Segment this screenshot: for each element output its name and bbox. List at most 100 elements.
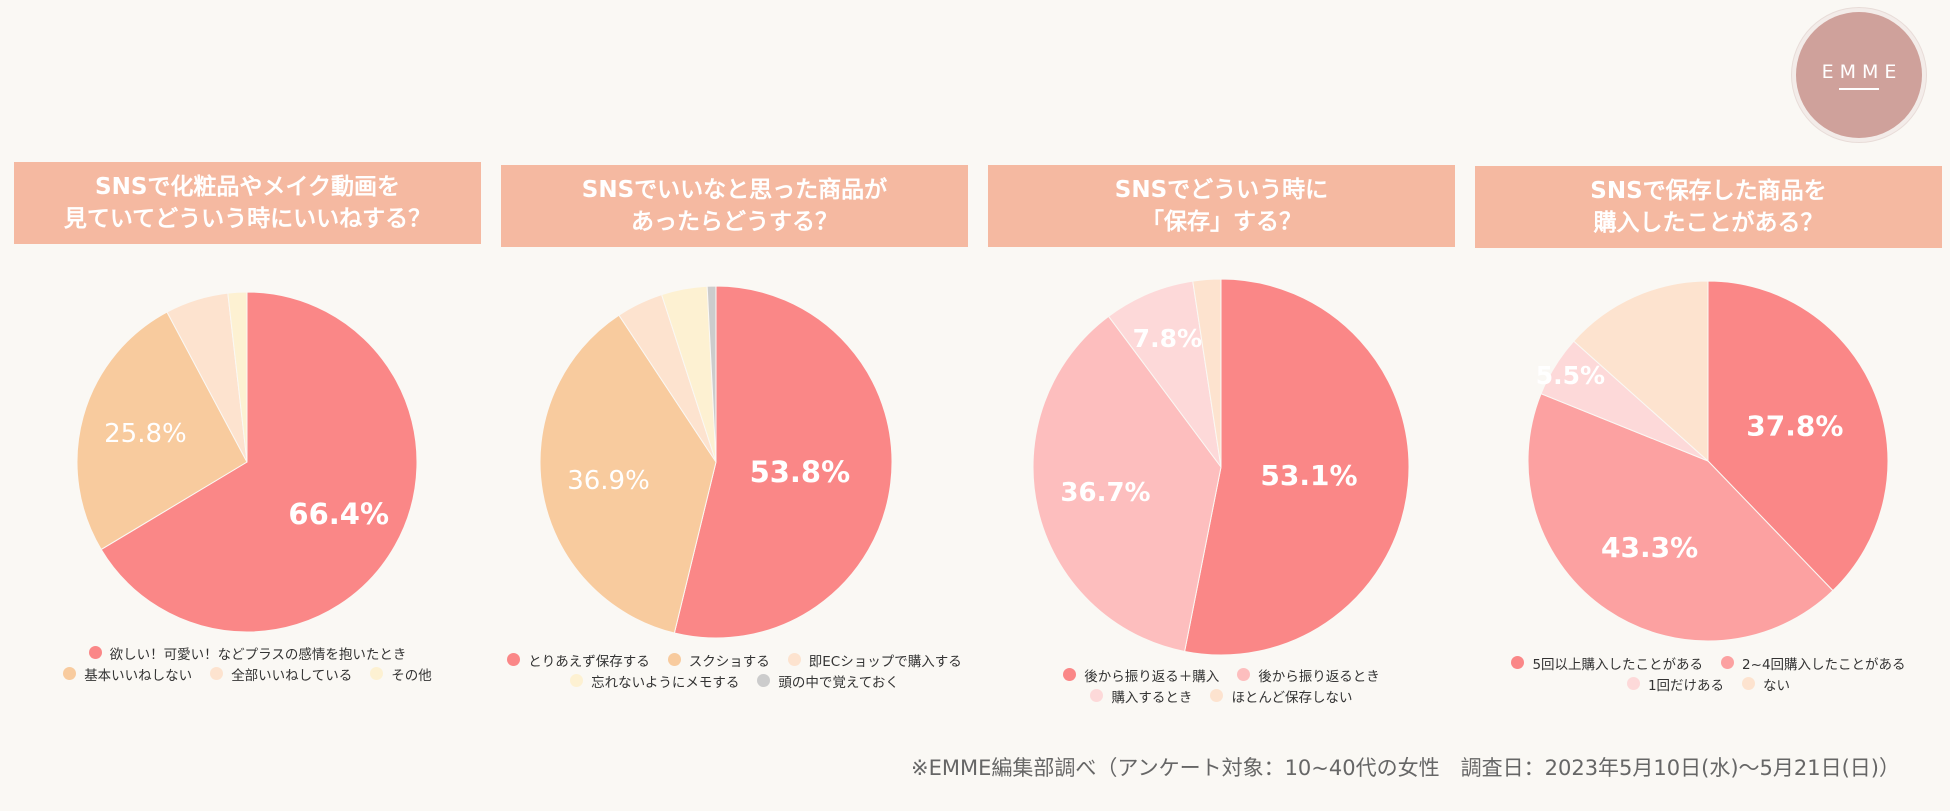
data-label: 25.8% xyxy=(104,419,187,449)
legend-label: 基本いいねしない xyxy=(84,667,193,684)
legend-swatch xyxy=(570,674,584,687)
chart-title: SNSで化粧品やメイク動画を 見ていてどういう時にいいねする？ xyxy=(63,174,432,232)
legend-label: 購入するとき xyxy=(1111,689,1193,706)
legend-item: 欲しい！可愛い！などプラスの感情を抱いたとき xyxy=(88,643,407,663)
emme-logo: EMME xyxy=(1796,12,1922,138)
pie-slice xyxy=(1192,278,1222,468)
legend-item: 購入するとき xyxy=(1090,686,1192,706)
legend-item: ほとんど保存しない xyxy=(1210,686,1353,706)
chart-title-box: SNSでどういう時に 「保存」する？ xyxy=(988,165,1455,247)
pie-slice xyxy=(539,314,717,634)
legend-swatch xyxy=(787,653,801,666)
legend-item: 基本いいねしない xyxy=(63,664,192,684)
legend-swatch xyxy=(370,667,384,680)
legend-row: とりあえず保存する スクショする 即ECショップで購入する xyxy=(501,649,968,670)
legend-label: ほとんど保存しない xyxy=(1231,689,1353,706)
pie-slice xyxy=(1527,393,1834,642)
pie-chart-save: 53.1% 36.7% 7.8% xyxy=(1032,278,1410,656)
pie-slice xyxy=(706,285,717,463)
legend-row: 購入するとき ほとんど保存しない xyxy=(988,685,1455,706)
pie-slice xyxy=(100,291,418,633)
legend-item: 全部いいねしている xyxy=(210,664,352,684)
chart-legend: とりあえず保存する スクショする 即ECショップで購入する忘れないようにメモする 頭の… xyxy=(501,649,968,691)
pie-slice xyxy=(227,291,248,463)
legend-swatch xyxy=(667,653,681,666)
chart-title-box: SNSで化粧品やメイク動画を 見ていてどういう時にいいねする？ xyxy=(14,162,481,244)
legend-item: ない xyxy=(1742,674,1790,694)
legend-label: 忘れないようにメモする xyxy=(591,674,740,691)
legend-item: スクショする xyxy=(667,650,770,670)
legend-label: 欲しい！可愛い！などプラスの感情を抱いたとき xyxy=(109,646,407,663)
legend-label: その他 xyxy=(391,667,432,684)
data-label: 7.8% xyxy=(1133,324,1202,353)
legend-label: 2~4回購入したことがある xyxy=(1742,656,1906,673)
chart-panel-purchase: SNSで保存した商品を 購入したことがある？ 37.8% 43.3% 5.5% 5回… xyxy=(1475,0,1942,811)
data-label: 53.8% xyxy=(750,455,851,489)
legend-swatch xyxy=(1626,677,1640,690)
chart-legend: 欲しい！可愛い！などプラスの感情を抱いたとき基本いいねしない 全部いいねしている そ… xyxy=(14,642,481,684)
survey-footnote: ※EMME編集部調べ（アンケート対象：10~40代の女性 調査日：2023年5月… xyxy=(911,756,1900,780)
legend-row: 後から振り返る＋購入 後から振り返るとき xyxy=(988,664,1455,685)
legend-swatch xyxy=(1090,689,1104,702)
pie-slice xyxy=(1032,315,1222,653)
chart-legend: 後から振り返る＋購入 後から振り返るとき購入するとき ほとんど保存しない xyxy=(988,664,1455,706)
legend-label: 1回だけある xyxy=(1647,677,1725,694)
legend-row: 忘れないようにメモする 頭の中で覚えておく xyxy=(501,670,968,691)
legend-swatch xyxy=(1237,668,1251,681)
logo-text: EMME xyxy=(1821,60,1903,83)
legend-swatch xyxy=(757,674,771,687)
legend-item: とりあえず保存する xyxy=(507,650,650,670)
legend-item: 後から振り返る＋購入 xyxy=(1063,665,1219,685)
legend-item: その他 xyxy=(370,664,432,684)
data-label: 66.4% xyxy=(288,497,389,531)
legend-item: 即ECショップで購入する xyxy=(787,650,962,670)
pie-slice xyxy=(1184,278,1410,656)
legend-item: 5回以上購入したことがある xyxy=(1511,653,1703,673)
chart-title: SNSでいいなと思った商品が あったらどうする？ xyxy=(581,177,888,235)
legend-label: 後から振り返る＋購入 xyxy=(1084,668,1220,685)
legend-label: スクショする xyxy=(688,653,770,670)
legend-swatch xyxy=(1063,668,1077,681)
legend-label: 頭の中で覚えておく xyxy=(778,674,899,691)
legend-row: 1回だけある ない xyxy=(1475,673,1942,694)
data-label: 37.8% xyxy=(1746,409,1843,442)
legend-item: 1回だけある xyxy=(1626,674,1725,694)
legend-label: ない xyxy=(1763,677,1791,694)
legend-item: 忘れないようにメモする xyxy=(570,671,739,691)
legend-label: 全部いいねしている xyxy=(231,667,353,684)
pie-slice xyxy=(76,311,248,551)
chart-panel-action: SNSでいいなと思った商品が あったらどうする？ 53.8% 36.9% とりあえ… xyxy=(501,0,968,811)
legend-row: 欲しい！可愛い！などプラスの感情を抱いたとき xyxy=(14,642,481,663)
legend-swatch xyxy=(210,667,224,680)
chart-title-box: SNSで保存した商品を 購入したことがある？ xyxy=(1475,166,1942,248)
pie-slice xyxy=(673,285,893,639)
data-label: 36.7% xyxy=(1060,478,1150,508)
chart-panel-save: SNSでどういう時に 「保存」する？ 53.1% 36.7% 7.8% 後から振り返… xyxy=(988,0,1455,811)
pie-slice xyxy=(1707,280,1889,592)
pie-slice xyxy=(1573,280,1709,463)
chart-title-box: SNSでいいなと思った商品が あったらどうする？ xyxy=(501,165,968,247)
legend-item: 後から振り返るとき xyxy=(1237,665,1380,685)
data-label: 5.5% xyxy=(1536,361,1605,390)
chart-panel-like: SNSで化粧品やメイク動画を 見ていてどういう時にいいねする？ 66.4% 25.… xyxy=(14,0,481,811)
legend-swatch xyxy=(63,667,77,680)
legend-item: 頭の中で覚えておく xyxy=(757,671,899,691)
legend-label: 5回以上購入したことがある xyxy=(1532,656,1704,673)
legend-label: 後から振り返るとき xyxy=(1258,668,1380,685)
pie-slice xyxy=(1107,280,1222,468)
legend-swatch xyxy=(1210,689,1224,702)
legend-swatch xyxy=(507,653,521,666)
legend-row: 基本いいねしない 全部いいねしている その他 xyxy=(14,663,481,684)
legend-swatch xyxy=(1742,677,1756,690)
data-label: 36.9% xyxy=(567,466,650,496)
pie-chart-like: 66.4% 25.8% xyxy=(76,291,418,633)
pie-chart-purchase: 37.8% 43.3% 5.5% xyxy=(1527,280,1889,642)
data-label: 53.1% xyxy=(1260,459,1357,492)
data-label: 43.3% xyxy=(1601,531,1698,564)
legend-swatch xyxy=(88,646,102,659)
chart-title: SNSでどういう時に 「保存」する？ xyxy=(1114,177,1329,235)
legend-label: とりあえず保存する xyxy=(528,653,650,670)
legend-swatch xyxy=(1511,656,1525,669)
legend-item: 2~4回購入したことがある xyxy=(1721,653,1906,673)
legend-row: 5回以上購入したことがある 2~4回購入したことがある xyxy=(1475,652,1942,673)
